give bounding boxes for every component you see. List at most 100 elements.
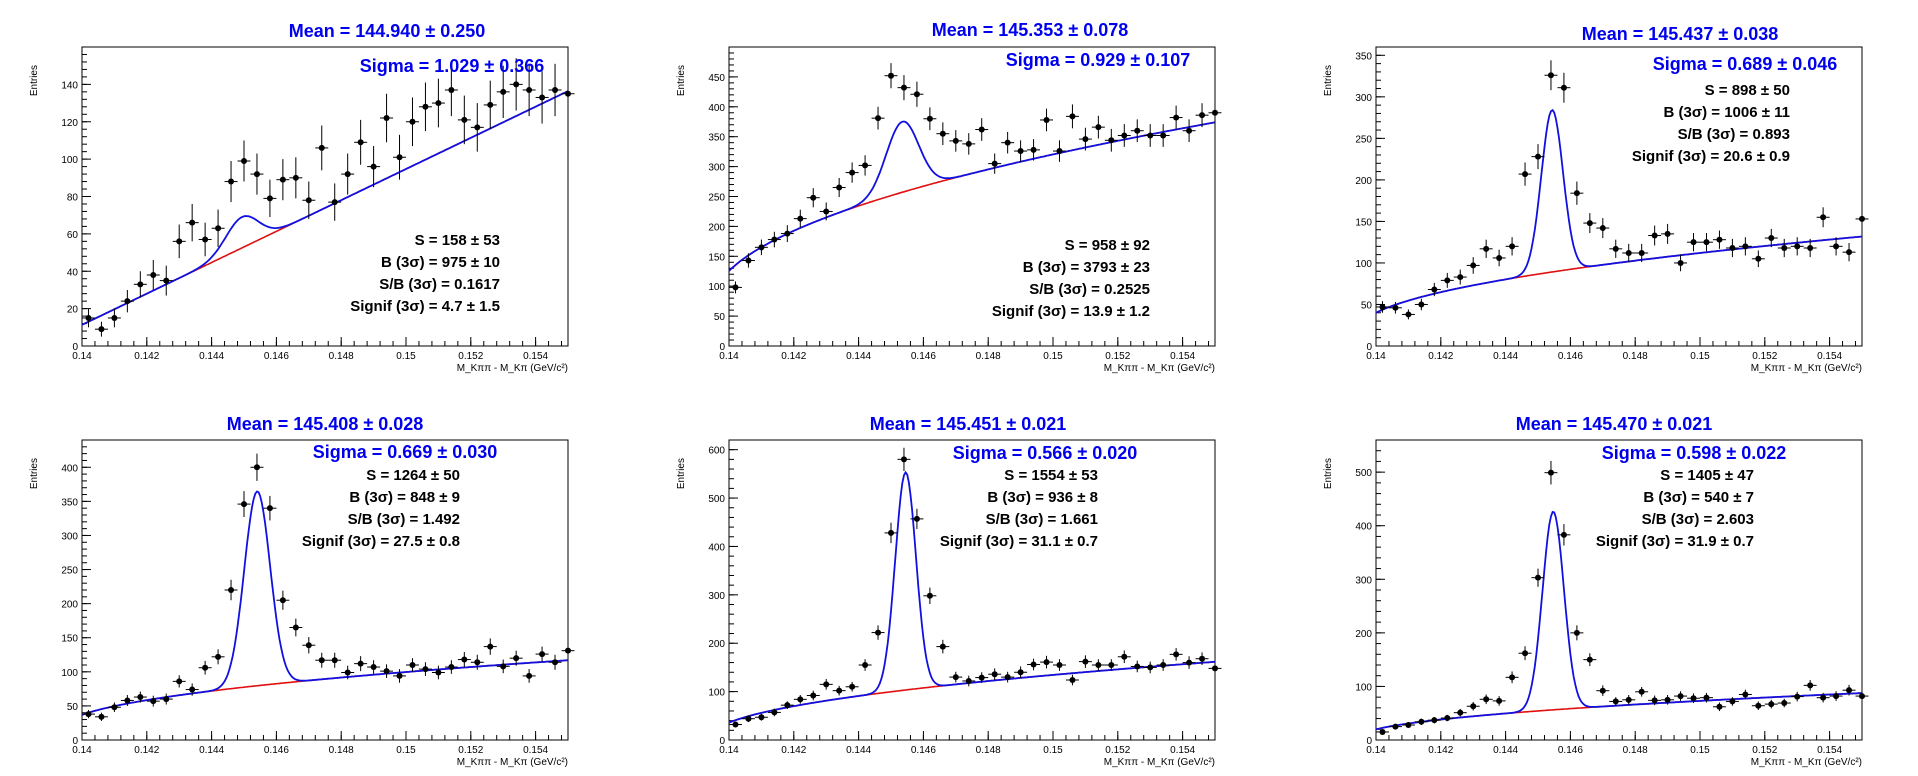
data-point	[1547, 469, 1554, 476]
y-tick-label: 100	[708, 688, 725, 699]
data-point	[1586, 220, 1593, 227]
x-tick-label: 0.14	[72, 351, 92, 362]
data-point	[266, 195, 273, 202]
fit-stat-label: Signif (3σ) = 4.7 ± 1.5	[350, 298, 500, 315]
fit-mean-label: Mean = 145.451 ± 0.021	[870, 414, 1067, 434]
chart-panel-3: 0 50 100 150 200 250 300 350 0.14 0.142 0.144 0.146…	[1323, 24, 1869, 374]
data-point	[305, 642, 312, 649]
data-point	[1056, 148, 1063, 155]
fit-sigma-label: Sigma = 0.689 ± 0.046	[1653, 54, 1838, 74]
y-tick-label: 400	[708, 542, 725, 553]
y-tick-label: 80	[67, 193, 79, 204]
data-point	[228, 178, 235, 185]
data-point	[487, 643, 494, 650]
data-point	[1160, 662, 1167, 668]
data-point	[1379, 303, 1386, 310]
data-point	[823, 681, 830, 688]
data-point	[409, 662, 416, 668]
data-point	[784, 230, 791, 237]
fit-stat-label: Signif (3σ) = 31.1 ± 0.7	[940, 533, 1098, 550]
y-tick-label: 0	[72, 342, 78, 353]
data-point	[1470, 703, 1477, 710]
data-point	[1677, 693, 1684, 700]
fit-stat-label: Signif (3σ) = 27.5 ± 0.8	[302, 533, 460, 550]
fit-stat-label: S = 1554 ± 53	[1004, 467, 1098, 484]
y-tick-label: 200	[1355, 629, 1372, 640]
data-point	[1651, 697, 1658, 704]
data-point	[1496, 254, 1503, 261]
data-point	[539, 94, 546, 101]
data-point	[111, 314, 118, 321]
data-point	[474, 124, 481, 131]
fit-stat-label: S/B (3σ) = 0.2525	[1029, 281, 1150, 298]
plot-frame	[728, 439, 1216, 741]
data-point	[1625, 249, 1632, 256]
data-point	[1199, 655, 1206, 662]
data-point	[1833, 693, 1840, 700]
fit-stat-label: S = 958 ± 92	[1065, 237, 1150, 254]
data-point	[344, 171, 351, 178]
y-tick-label: 0	[1366, 342, 1372, 353]
data-point	[1638, 688, 1645, 695]
data-point	[1043, 659, 1050, 666]
data-point	[875, 115, 882, 122]
data-point	[526, 672, 533, 679]
data-point	[1742, 243, 1749, 250]
x-tick-label: 0.152	[1105, 745, 1130, 756]
data-point	[137, 694, 144, 701]
data-point	[409, 118, 416, 125]
data-point	[965, 677, 972, 684]
y-tick-label: 200	[708, 639, 725, 650]
y-tick-label: 100	[708, 282, 725, 293]
data-point	[1794, 243, 1801, 250]
fit-stat-label: B (3σ) = 1006 ± 11	[1664, 104, 1790, 121]
x-tick-label: 0.15	[396, 745, 416, 756]
x-tick-label: 0.142	[1428, 351, 1453, 362]
x-tick-label: 0.146	[1558, 745, 1583, 756]
total-fit-curve	[728, 120, 1216, 272]
fit-stat-label: S/B (3σ) = 0.1617	[379, 276, 500, 293]
data-point	[253, 464, 260, 471]
data-point	[797, 696, 804, 703]
chart-panel-1: 0 20 40 60 80 100 120 140 0.14 0.142 0.144 0.146 0.1…	[29, 21, 575, 374]
data-point	[1160, 132, 1167, 139]
fit-stat-label: S = 158 ± 53	[415, 232, 500, 249]
data-point	[526, 86, 533, 93]
data-point	[1444, 277, 1451, 284]
data-point	[241, 157, 247, 164]
y-tick-label: 400	[61, 463, 78, 474]
data-point	[1457, 274, 1464, 281]
data-point	[1522, 650, 1529, 657]
data-point	[1664, 230, 1671, 237]
y-tick-label: 60	[67, 230, 79, 241]
x-tick-label: 0.148	[976, 351, 1001, 362]
total-fit-curve	[728, 470, 1216, 724]
y-tick-label: 350	[1355, 51, 1372, 62]
x-axis-title: M_Kππ - M_Kπ (GeV/c²)	[457, 363, 568, 374]
total-fit-curve	[81, 490, 569, 716]
chart-panel-4: 0 50 100 150 200 250 300 350 400 0.14 0.142 0.144 0.…	[29, 414, 575, 768]
background-fit-curve	[728, 661, 1216, 724]
x-axis-title: M_Kππ - M_Kπ (GeV/c²)	[1751, 757, 1862, 768]
y-tick-label: 300	[61, 531, 78, 542]
data-point	[1108, 137, 1115, 144]
data-point	[771, 236, 778, 243]
plot-frame	[728, 46, 1216, 347]
y-tick-label: 100	[61, 155, 78, 166]
data-point	[913, 91, 920, 98]
data-point	[745, 715, 752, 722]
fit-sigma-label: Sigma = 0.929 ± 0.107	[1006, 50, 1191, 70]
data-point	[435, 669, 442, 676]
data-point	[1457, 709, 1464, 716]
x-tick-label: 0.146	[911, 351, 936, 362]
data-point	[215, 653, 222, 660]
data-point	[1612, 245, 1619, 252]
x-axis-title: M_Kππ - M_Kπ (GeV/c²)	[457, 757, 568, 768]
data-point	[1199, 112, 1206, 119]
x-tick-label: 0.142	[781, 745, 806, 756]
data-point	[137, 281, 144, 288]
y-tick-label: 140	[61, 80, 78, 91]
data-point	[565, 90, 571, 97]
data-point	[1807, 682, 1814, 689]
